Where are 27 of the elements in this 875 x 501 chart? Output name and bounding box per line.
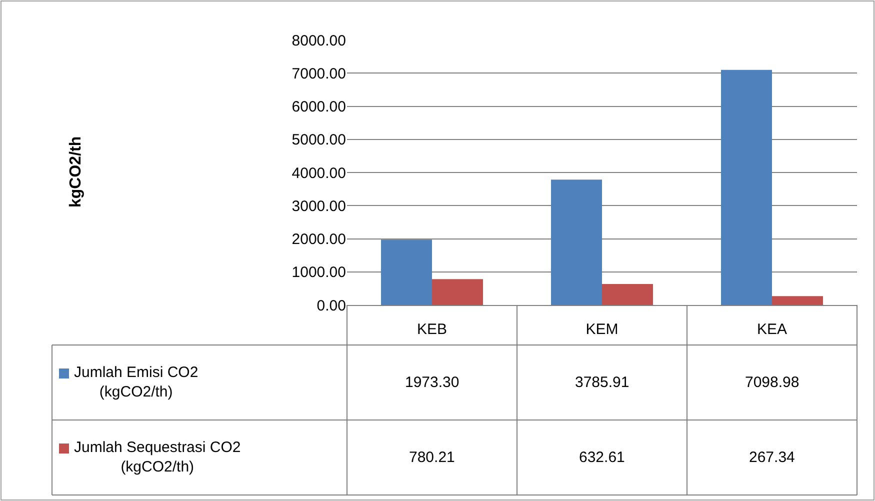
y-tick-label: 5000.00 [292,132,346,149]
data-label: 3785.91 [575,374,630,391]
legend-label: Jumlah Sequestrasi CO2 (kgCO2/th) [74,439,241,476]
y-tick-label: 7000.00 [292,65,346,82]
y-tick-label: 0.00 [316,297,346,314]
data-label: 780.21 [409,449,455,466]
x-tick-label: KEB [416,321,448,338]
y-tick-label: 3000.00 [292,198,346,215]
y-tick-label: 6000.00 [292,98,346,116]
y-tick-label: 1000.00 [292,264,346,282]
data-label: 267.34 [749,449,795,466]
data-label: 1973.30 [405,374,460,391]
bar [551,180,602,305]
legend-label: Jumlah Emisi CO2 (kgCO2/th) [74,364,198,400]
data-label: 7098.98 [745,374,800,391]
bar [721,70,772,305]
y-tick-label: 2000.00 [292,231,346,248]
bar [432,279,483,305]
data-label: 632.61 [579,449,625,466]
y-tick-label: 8000.00 [292,32,346,50]
x-tick-label: KEM [586,321,618,338]
bar [772,296,823,305]
bar [602,284,653,305]
text: kgCO2/th [68,136,84,208]
x-tick-label: KEA [756,321,788,338]
y-tick-label: 4000.00 [292,164,346,182]
bar [381,240,432,305]
